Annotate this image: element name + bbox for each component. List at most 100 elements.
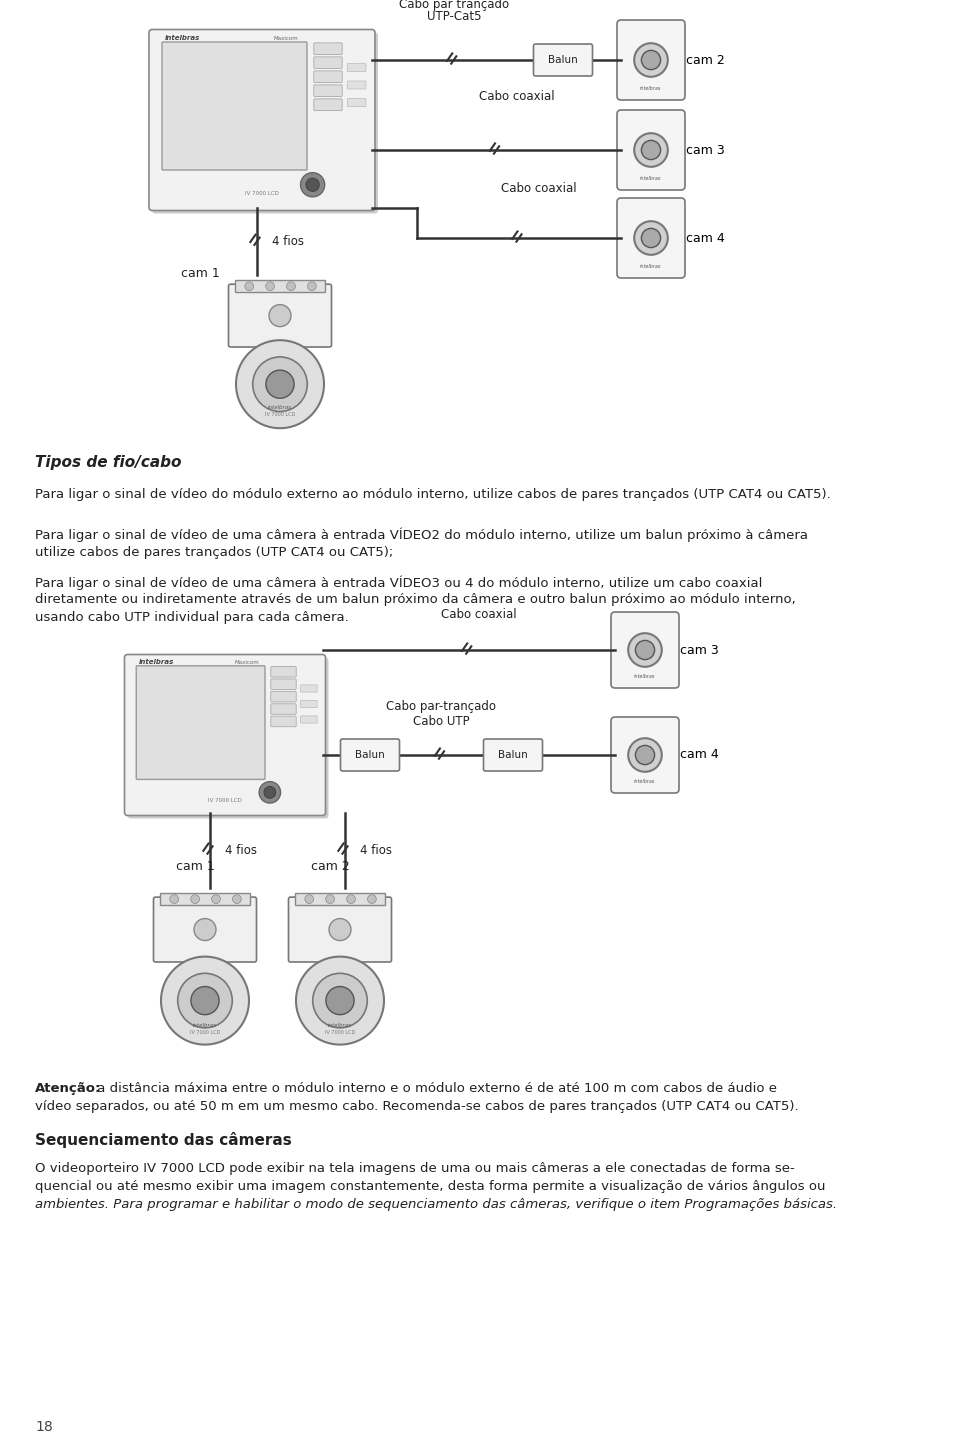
Circle shape <box>161 956 249 1044</box>
Text: IV 7000 LCD: IV 7000 LCD <box>245 191 279 196</box>
Text: quencial ou até mesmo exibir uma imagem constantemente, desta forma permite a vi: quencial ou até mesmo exibir uma imagem … <box>35 1180 826 1193</box>
Text: cam 4: cam 4 <box>680 748 719 761</box>
Text: Para ligar o sinal de vídeo de uma câmera à entrada VÍDEO3 ou 4 do módulo intern: Para ligar o sinal de vídeo de uma câmer… <box>35 575 762 589</box>
FancyBboxPatch shape <box>289 897 392 962</box>
Text: Maxicom: Maxicom <box>235 660 259 664</box>
Text: intelbras: intelbras <box>268 406 292 410</box>
Circle shape <box>305 895 314 904</box>
Circle shape <box>641 51 660 69</box>
Circle shape <box>636 745 655 765</box>
FancyBboxPatch shape <box>314 98 342 111</box>
Circle shape <box>178 973 232 1028</box>
Circle shape <box>307 282 316 290</box>
FancyBboxPatch shape <box>271 667 297 677</box>
Text: intelbras: intelbras <box>165 35 201 40</box>
Circle shape <box>368 895 376 904</box>
Circle shape <box>266 282 275 290</box>
Text: Cabo UTP: Cabo UTP <box>413 715 469 728</box>
Text: IV 7000 LCD: IV 7000 LCD <box>324 1030 355 1035</box>
Text: 4 fios: 4 fios <box>360 843 392 856</box>
Text: cam 3: cam 3 <box>686 143 725 156</box>
Text: intelbras: intelbras <box>635 778 656 784</box>
Circle shape <box>191 986 219 1015</box>
FancyBboxPatch shape <box>136 666 265 780</box>
FancyBboxPatch shape <box>300 700 317 708</box>
Text: Maxicom: Maxicom <box>273 36 298 40</box>
Text: a distância máxima entre o módulo interno e o módulo externo é de até 100 m com : a distância máxima entre o módulo intern… <box>93 1082 777 1095</box>
Text: cam 1: cam 1 <box>181 267 220 280</box>
Circle shape <box>232 895 241 904</box>
Text: 4 fios: 4 fios <box>225 843 257 856</box>
Text: O videoporteiro IV 7000 LCD pode exibir na tela imagens de uma ou mais câmeras a: O videoporteiro IV 7000 LCD pode exibir … <box>35 1162 795 1175</box>
Circle shape <box>245 282 253 290</box>
FancyBboxPatch shape <box>128 657 328 819</box>
Text: IV 7000 LCD: IV 7000 LCD <box>190 1030 220 1035</box>
FancyBboxPatch shape <box>617 110 685 191</box>
Text: IV 7000 LCD: IV 7000 LCD <box>265 413 295 417</box>
Text: UTP-Cat5: UTP-Cat5 <box>426 10 481 23</box>
FancyBboxPatch shape <box>617 20 685 100</box>
Circle shape <box>264 787 276 799</box>
Text: cam 2: cam 2 <box>311 861 349 874</box>
FancyBboxPatch shape <box>271 692 297 702</box>
FancyBboxPatch shape <box>160 892 250 905</box>
FancyBboxPatch shape <box>314 85 342 97</box>
Text: intelbras: intelbras <box>640 176 661 180</box>
FancyBboxPatch shape <box>314 56 342 68</box>
Circle shape <box>313 973 368 1028</box>
Circle shape <box>266 370 294 399</box>
FancyBboxPatch shape <box>348 64 366 72</box>
Text: utilize cabos de pares trançados (UTP CAT4 ou CAT5);: utilize cabos de pares trançados (UTP CA… <box>35 546 394 559</box>
FancyBboxPatch shape <box>611 718 679 793</box>
Circle shape <box>296 956 384 1044</box>
Circle shape <box>194 918 216 940</box>
Text: Cabo coaxial: Cabo coaxial <box>501 182 577 195</box>
FancyBboxPatch shape <box>271 679 297 689</box>
Text: 18: 18 <box>35 1419 53 1434</box>
FancyBboxPatch shape <box>300 716 317 723</box>
Circle shape <box>236 341 324 429</box>
Circle shape <box>641 140 660 160</box>
Circle shape <box>636 640 655 660</box>
Text: usando cabo UTP individual para cada câmera.: usando cabo UTP individual para cada câm… <box>35 611 348 624</box>
Text: Cabo par trançado: Cabo par trançado <box>398 0 509 12</box>
Text: Tipos de fio/cabo: Tipos de fio/cabo <box>35 455 181 469</box>
Circle shape <box>259 781 280 803</box>
FancyBboxPatch shape <box>348 81 366 90</box>
Circle shape <box>635 221 668 254</box>
Text: Balun: Balun <box>498 749 528 760</box>
Circle shape <box>269 305 291 326</box>
Text: vídeo separados, ou até 50 m em um mesmo cabo. Recomenda-se cabos de pares tranç: vídeo separados, ou até 50 m em um mesmo… <box>35 1100 799 1113</box>
FancyBboxPatch shape <box>149 29 375 211</box>
Text: intelbras: intelbras <box>328 1022 352 1028</box>
Circle shape <box>191 895 200 904</box>
Text: intelbras: intelbras <box>635 674 656 679</box>
FancyBboxPatch shape <box>534 43 592 77</box>
FancyBboxPatch shape <box>348 98 366 107</box>
FancyBboxPatch shape <box>314 71 342 82</box>
Text: cam 1: cam 1 <box>176 861 214 874</box>
FancyBboxPatch shape <box>125 654 325 816</box>
Text: Balun: Balun <box>355 749 385 760</box>
Circle shape <box>635 133 668 168</box>
Text: Balun: Balun <box>548 55 578 65</box>
Text: cam 3: cam 3 <box>680 644 719 657</box>
Text: ambientes. Para programar e habilitar o modo de sequenciamento das câmeras, veri: ambientes. Para programar e habilitar o … <box>35 1199 837 1212</box>
Circle shape <box>628 634 661 667</box>
Circle shape <box>326 986 354 1015</box>
Circle shape <box>287 282 296 290</box>
FancyBboxPatch shape <box>271 703 297 715</box>
Circle shape <box>211 895 221 904</box>
Text: Cabo coaxial: Cabo coaxial <box>479 90 554 103</box>
Text: Cabo par-trançado: Cabo par-trançado <box>387 700 496 713</box>
Circle shape <box>325 895 334 904</box>
FancyBboxPatch shape <box>617 198 685 279</box>
FancyBboxPatch shape <box>341 739 399 771</box>
FancyBboxPatch shape <box>235 280 325 292</box>
FancyBboxPatch shape <box>314 43 342 55</box>
FancyBboxPatch shape <box>484 739 542 771</box>
FancyBboxPatch shape <box>295 892 385 905</box>
Circle shape <box>170 895 179 904</box>
Circle shape <box>347 895 355 904</box>
FancyBboxPatch shape <box>271 716 297 726</box>
